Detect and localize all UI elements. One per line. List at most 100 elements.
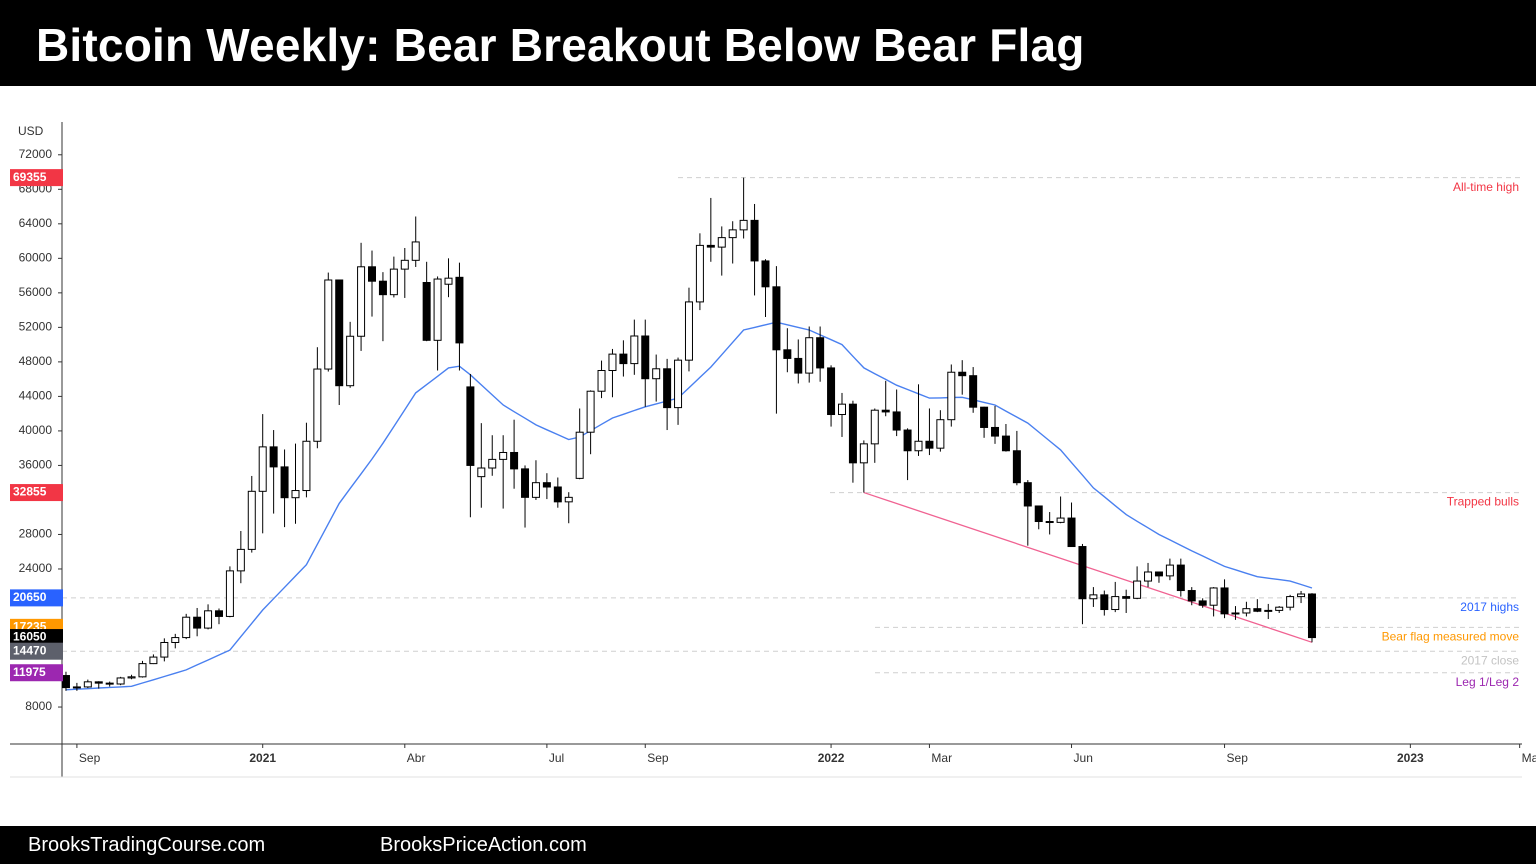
candle-body [1165,564,1174,577]
candle-body [204,610,213,629]
footer: BrooksTradingCourse.com BrooksPriceActio… [0,826,1536,864]
candle-body [859,443,868,464]
candle-body [335,279,344,387]
candle-body [477,467,486,478]
candle-body [870,409,879,445]
candle-body [728,229,737,239]
candle-body [1045,521,1054,524]
candle-body [695,244,704,303]
level-label: All-time high [1453,180,1519,194]
price-tag-label: 32855 [13,485,47,499]
candle-body [772,286,781,351]
candle-body [466,386,475,466]
candle-body [389,268,398,296]
price-tag-label: 16050 [13,630,47,644]
candle-body [1067,517,1076,548]
candle-body [247,490,256,550]
price-tag-label: 14470 [13,643,47,657]
candle-body [499,451,508,460]
candle-body [510,451,519,470]
price-tag [10,642,63,660]
candle-body [291,490,300,499]
candle-body [619,353,628,365]
candle-body [925,440,934,449]
candle-body [149,656,158,665]
y-tick-label: 48000 [19,354,53,368]
price-tag [10,664,63,682]
candle-body [1023,482,1032,507]
x-tick-label: Jun [1074,751,1093,765]
candle-body [1297,593,1306,598]
candle-body [991,426,1000,437]
chart: USD 8000 24000 28000 36000 40000 44000 48000 52… [10,122,1536,778]
candle-body [969,375,978,408]
candle-body [805,337,814,374]
level-label: 2017 close [1461,653,1519,667]
y-tick-label: 8000 [25,699,52,713]
candle-body [411,241,420,261]
candle-body [1012,450,1021,484]
candle-body [346,335,355,387]
candle-body [521,468,530,498]
candle-body [542,482,551,488]
candle-body [947,371,956,421]
candle-body [1307,593,1316,639]
candle-body [1242,608,1251,614]
candle-body [1100,594,1109,611]
price-tag [10,589,63,607]
candle-body [586,390,595,433]
level-label: Bear flag measured move [1382,630,1520,644]
candle-body [1220,587,1229,615]
candle-body [400,259,409,270]
candle-body [674,359,683,409]
y-tick-label: 56000 [19,285,53,299]
candle-body [236,548,245,572]
candle-body [816,337,825,369]
candle-body [1089,594,1098,600]
candle-body [608,353,617,372]
y-tick-label: 52000 [19,320,53,334]
candle-body [1253,608,1262,612]
candle-body [914,440,923,452]
candle-body [313,368,322,442]
x-tick-label: Sep [79,751,101,765]
candle-body [182,616,191,639]
candle-body [881,409,890,413]
candle-body [1198,600,1207,606]
candle-body [848,403,857,464]
candle-body [422,281,431,341]
candle-body [171,637,180,643]
candle-body [837,403,846,416]
header: Bitcoin Weekly: Bear Breakout Below Bear… [0,0,1536,86]
level-label: Leg 1/Leg 2 [1456,675,1520,689]
price-tag-label: 11975 [13,665,46,679]
candle-body [892,411,901,431]
candle-body [302,440,311,492]
candle-body [433,278,442,341]
candle-body [269,446,278,468]
level-label: Trapped bulls [1447,495,1519,509]
candle-body [324,279,333,370]
x-tick-label: 2021 [249,751,276,765]
y-tick-label: 40000 [19,423,53,437]
candle-body [368,266,377,282]
candle-body [455,276,464,344]
candle-body [160,641,169,658]
x-tick-label: 2023 [1397,751,1424,765]
trendline [863,491,1313,643]
candle-body [903,429,912,452]
candle-body [936,419,945,449]
candle-body [827,367,836,416]
candle-body [1122,596,1131,599]
candle-body [1176,564,1185,592]
candle-body [652,368,661,380]
candle-body [116,677,125,685]
price-tag [10,629,63,647]
candle-body [980,406,989,428]
y-tick-label: 36000 [19,458,53,472]
candle-body [706,244,715,248]
candle-body [1264,609,1273,612]
candle-body [280,466,289,499]
price-tag [10,169,63,187]
